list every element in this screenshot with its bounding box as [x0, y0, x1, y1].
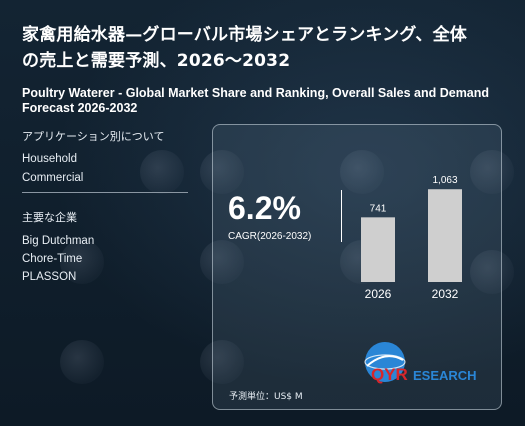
bar-2032	[428, 189, 462, 282]
watermark-logo-icon	[60, 240, 104, 284]
watermark-logo-icon	[470, 150, 514, 194]
category-label-2032: 2032	[432, 287, 459, 301]
cagr-divider	[341, 190, 342, 242]
unit-label: 予測単位：US$ M	[229, 392, 303, 402]
application-item-commercial: Commercial	[22, 172, 84, 184]
application-item-household: Household	[22, 153, 77, 165]
cagr-label: CAGR(2026-2032)	[228, 231, 312, 242]
applications-heading: アプリケーション別について	[22, 130, 165, 143]
logo-text-qyr: QYR	[371, 365, 408, 384]
bar-chart: 741 2026 1,063 2032	[361, 175, 462, 301]
watermark-logo-icon	[200, 240, 244, 284]
logo-text-research: ESEARCH	[413, 368, 477, 383]
company-item-big-dutchman: Big Dutchman	[22, 235, 95, 247]
watermark-logo-icon	[140, 150, 184, 194]
company-item-chore-time: Chore-Time	[22, 253, 83, 265]
section-divider	[22, 192, 188, 193]
companies-heading: 主要な企業	[22, 211, 77, 224]
globe-icon	[365, 342, 405, 382]
watermark-logo-icon	[200, 150, 244, 194]
page-title-line-1: 家禽用給水器—グローバル市場シェアとランキング、全体	[22, 25, 467, 45]
bar-2026	[361, 217, 395, 282]
category-label-2026: 2026	[365, 287, 392, 301]
bar-value-label-2026: 741	[370, 203, 387, 214]
qyresearch-logo: QYR ESEARCH	[364, 342, 477, 384]
page-title-line-2: の売上と需要予測、2026〜2032	[22, 51, 291, 71]
bar-value-label-2032: 1,063	[432, 175, 457, 186]
watermark-logo-icon	[470, 250, 514, 294]
watermark-logo-icon	[340, 150, 384, 194]
page-title: 家禽用給水器—グローバル市場シェアとランキング、全体 の売上と需要予測、2026…	[22, 22, 512, 74]
watermark-logo-icon	[200, 340, 244, 384]
page-subtitle: Poultry Waterer - Global Market Share an…	[22, 86, 490, 115]
watermark-logo-icon	[60, 340, 104, 384]
company-item-plasson: PLASSON	[22, 271, 77, 283]
cagr-value: 6.2%	[228, 190, 301, 226]
